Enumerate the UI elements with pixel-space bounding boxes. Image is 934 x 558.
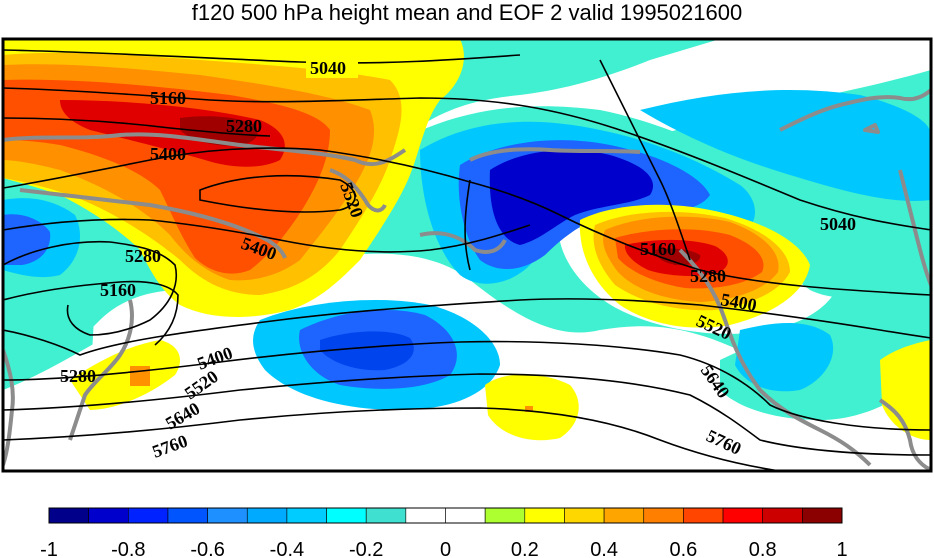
colorbar-frame (48, 507, 843, 524)
contour-label-5160-b: 5160 (100, 280, 136, 300)
colorbar-swatch (128, 507, 169, 524)
label-bg (306, 58, 358, 78)
contour-5160 (3, 117, 271, 137)
coastline-island (863, 123, 880, 134)
contour-south (3, 407, 781, 471)
contour-mid (3, 218, 531, 253)
orange-dot-south (525, 406, 533, 412)
contour-label-5280-a: 5280 (226, 116, 262, 136)
colorbar-swatch (802, 507, 843, 524)
contour-trough-west (464, 179, 471, 271)
colorbar-tick-label: -0.2 (349, 539, 383, 558)
colorbar-tick-label: 0.8 (749, 539, 777, 558)
coastline-peninsula (329, 168, 387, 213)
cyan-northeast (640, 90, 931, 201)
map-frame (1, 37, 933, 473)
colorbar-swatch (643, 507, 684, 524)
colorbar-swatch (246, 507, 288, 524)
colorbar-tick-label: 0.2 (511, 539, 539, 558)
colorbar-swatch (88, 507, 129, 524)
coastline-westcoast (678, 248, 872, 467)
coastline-eastedge (898, 169, 931, 286)
colorbar-swatch (564, 507, 605, 524)
colorbar-swatch (603, 507, 645, 524)
height-contours (3, 49, 931, 471)
contour-label-5040-a: 5040 (310, 58, 346, 78)
colorbar-tick-label: -1 (40, 539, 58, 558)
colorbar-swatch (365, 507, 407, 524)
contour-north-1 (3, 49, 521, 64)
contour-label-5160-a: 5160 (150, 88, 186, 108)
colorbar-swatch (167, 507, 208, 524)
yellow-southwest (70, 340, 180, 410)
coastline-bay (19, 188, 287, 259)
colorbar-swatch (445, 507, 486, 524)
yellow-eastedge (880, 340, 931, 440)
coastline-alaska-north (469, 147, 641, 162)
contour-label-5280-c: 5280 (60, 366, 96, 386)
colorbar-tick-label: -0.8 (111, 539, 145, 558)
coastline-southeast (878, 398, 931, 471)
coastline-arctic (779, 88, 931, 132)
contour-5640 (3, 340, 931, 431)
colorbar-swatch (524, 507, 565, 524)
contour-label-5160-d: 5160 (640, 239, 676, 259)
contour-label-5280-b: 5280 (125, 246, 161, 266)
colorbar-tick-label: 0.6 (669, 539, 697, 558)
colorbar-swatch (326, 507, 367, 524)
cyan-southeast (735, 323, 834, 392)
colorbar-swatches (48, 507, 843, 524)
contour-5160-loop (3, 280, 179, 346)
colorbar-swatch (722, 507, 763, 524)
colorbar-swatch (207, 507, 248, 524)
contour-5040-east (3, 87, 931, 231)
colorbar-swatch (484, 507, 526, 524)
colorbar-swatch (286, 507, 327, 524)
shaded-field: 5040 5160 5280 5400 5520 5040 5280 5160 … (3, 39, 931, 471)
chart-title: f120 500 hPa height mean and EOF 2 valid… (191, 0, 743, 25)
colorbar-tick-label: 1 (836, 539, 847, 558)
colorbar-tick-label: 0.4 (590, 539, 618, 558)
colorbar-swatch (48, 507, 89, 524)
colorbar-swatch (762, 507, 803, 524)
coastline-alaska-south (419, 231, 507, 254)
colorbar-tick-label: -0.4 (270, 539, 304, 558)
contour-5760 (3, 373, 931, 456)
contour-5280-west (3, 240, 177, 336)
contour-5520 (3, 298, 931, 356)
contour-5280-loop (199, 174, 356, 213)
darkblue-core (489, 150, 654, 245)
coastline-north (3, 132, 407, 167)
blue-core-south (320, 331, 414, 371)
contour-trough (599, 59, 691, 261)
colorbar-tick-label: 0 (440, 539, 451, 558)
colorbar-swatch (405, 507, 446, 524)
blue-westedge (3, 214, 51, 265)
colorbar-labels: -1 -0.8 -0.6 -0.4 -0.2 0 0.2 0.4 0.6 0.8 1 (40, 539, 847, 558)
contour-label-5040-b: 5040 (820, 214, 856, 234)
colorbar-tick-label: -0.6 (190, 539, 224, 558)
contour-label-5400-a: 5400 (150, 144, 186, 164)
colorbar-swatch (683, 507, 724, 524)
contour-label-5280-d: 5280 (690, 266, 726, 286)
